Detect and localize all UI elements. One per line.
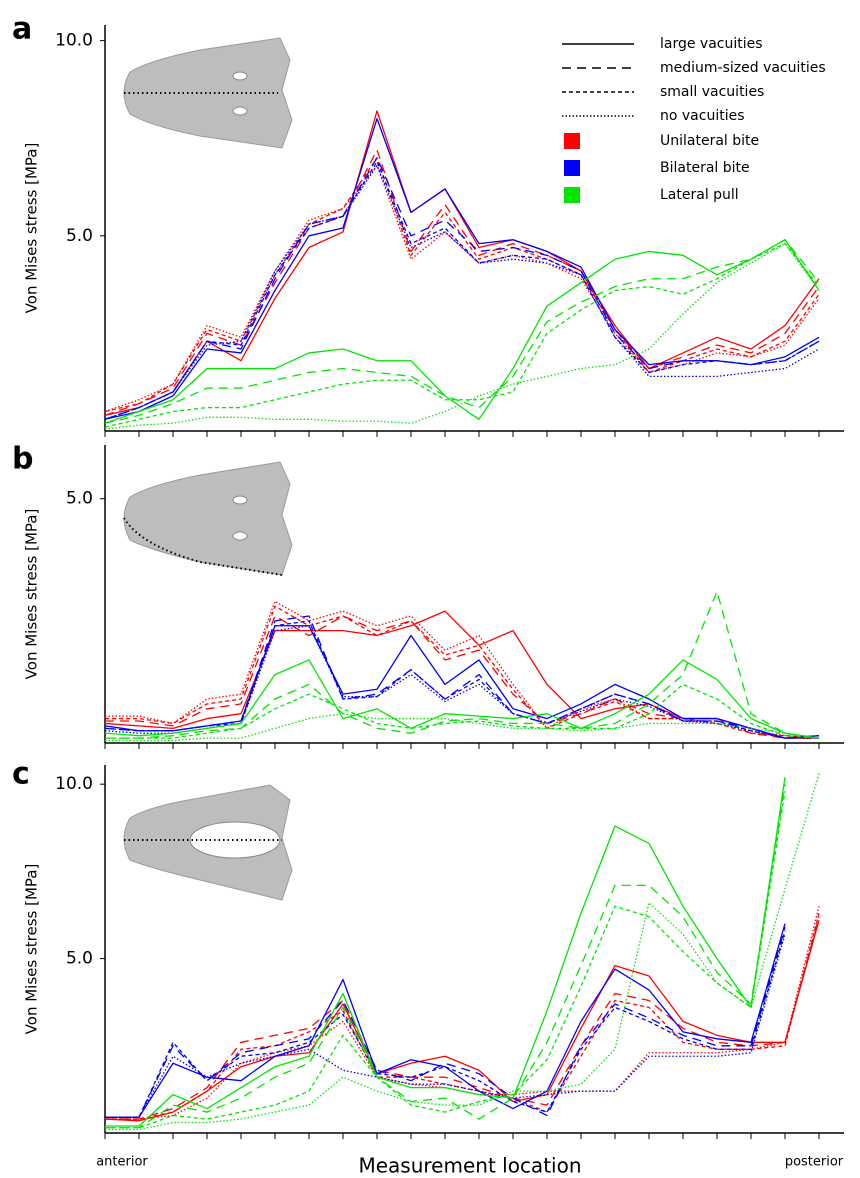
- legend-label: medium-sized vacuities: [660, 60, 826, 76]
- data-line: [104, 157, 820, 420]
- y-tick-label: 5.0: [66, 226, 93, 246]
- data-line: [105, 906, 820, 1120]
- y-axis-label: Von Mises stress [MPa]: [23, 143, 41, 314]
- legend-label: Lateral pull: [660, 187, 739, 203]
- data-line: [105, 615, 819, 739]
- data-line: [104, 160, 820, 420]
- data-line: [104, 615, 820, 739]
- y-tick-label: 10.0: [55, 774, 93, 794]
- data-line: [105, 784, 786, 1129]
- y-axis-label: Von Mises stress [MPa]: [23, 864, 41, 1035]
- data-line: [104, 239, 820, 424]
- y-axis-label: Von Mises stress [MPa]: [23, 509, 41, 680]
- data-line: [105, 923, 786, 1118]
- y-tick-label: 5.0: [66, 489, 93, 509]
- panel-label: a: [12, 12, 32, 47]
- x-axis-label: Measurement location: [358, 1154, 581, 1178]
- data-line: [104, 242, 820, 428]
- legend-swatch: [564, 133, 580, 149]
- data-line: [104, 110, 820, 417]
- y-tick-label: 5.0: [66, 949, 93, 969]
- skull-c: [123, 784, 293, 901]
- x-tick-label: posterior: [785, 1155, 844, 1170]
- data-line: [105, 791, 786, 1129]
- data-line: [104, 242, 820, 430]
- data-line: [104, 659, 820, 739]
- data-line: [104, 620, 820, 739]
- data-line: [104, 149, 820, 416]
- legend-label: large vacuities: [660, 36, 763, 52]
- data-line: [105, 933, 786, 1118]
- data-line: [104, 164, 820, 413]
- legend-label: Unilateral bite: [660, 133, 759, 149]
- panel-label: b: [12, 442, 33, 477]
- legend-label: no vacuities: [660, 108, 745, 124]
- panel-label: c: [12, 757, 30, 792]
- data-line: [104, 239, 820, 424]
- data-line: [105, 916, 820, 1120]
- y-tick-label: 10.0: [55, 31, 93, 51]
- legend-swatch: [564, 187, 580, 203]
- legend-label: small vacuities: [660, 84, 764, 100]
- data-line: [105, 683, 820, 739]
- data-line: [105, 777, 786, 1127]
- legend-swatch: [564, 160, 580, 176]
- data-line: [104, 164, 820, 420]
- data-line: [105, 927, 786, 1118]
- data-line: [104, 625, 820, 739]
- x-tick-label: anterior: [96, 1155, 148, 1170]
- data-line: [105, 590, 820, 739]
- skull-b: [123, 461, 293, 576]
- data-line: [105, 713, 820, 742]
- legend-label: Bilateral bite: [660, 160, 750, 176]
- data-line: [105, 930, 786, 1118]
- data-line: [105, 773, 820, 1131]
- skull-a: [123, 37, 293, 149]
